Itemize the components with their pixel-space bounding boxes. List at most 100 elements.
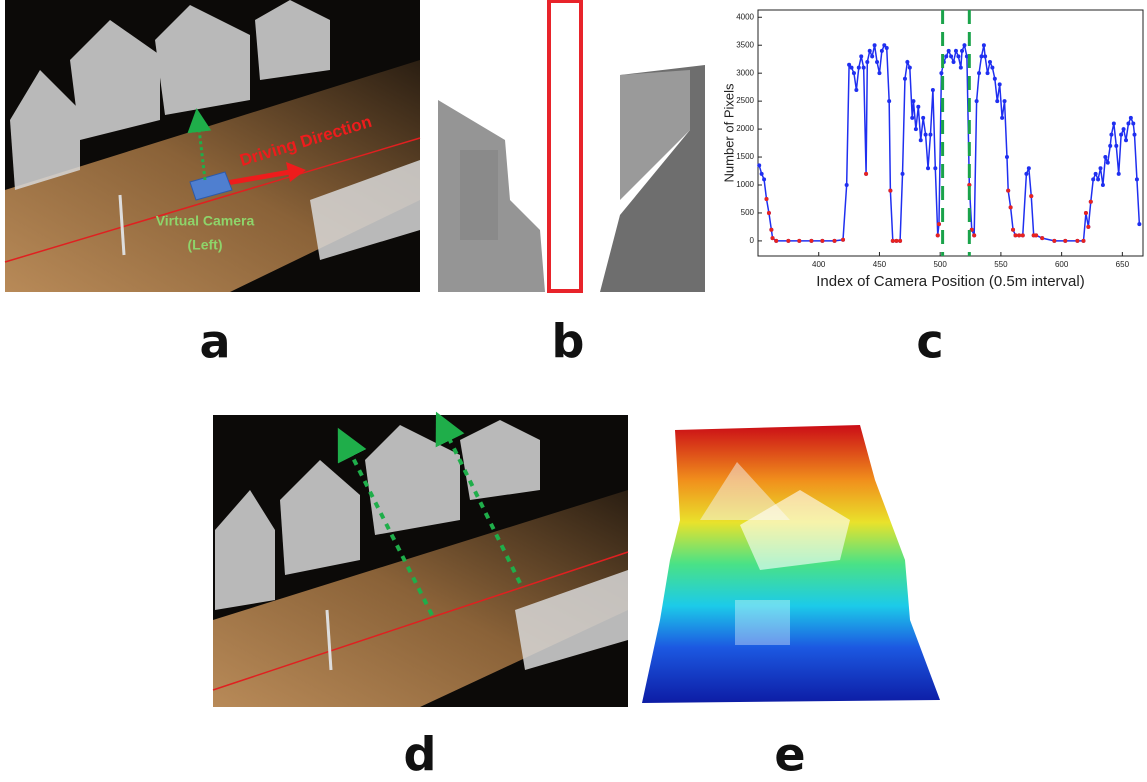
data-point [1089, 200, 1093, 204]
data-point [859, 54, 863, 58]
data-point [916, 105, 920, 109]
data-point [905, 60, 909, 64]
data-point [1034, 233, 1038, 237]
data-point [1040, 236, 1044, 240]
data-point [757, 163, 761, 167]
data-point [1063, 239, 1067, 243]
x-tick-label: 600 [1055, 260, 1069, 269]
figure: Driving Direction Virtual Camera (Left) [0, 0, 1147, 782]
data-point [852, 71, 856, 75]
x-tick-label: 550 [994, 260, 1008, 269]
data-point [990, 66, 994, 70]
panel-e [642, 425, 940, 703]
annotation: (Left) [188, 237, 223, 253]
data-point [977, 71, 981, 75]
data-point [809, 239, 813, 243]
data-point [765, 197, 769, 201]
panel-label: b [552, 315, 585, 369]
data-point [1027, 166, 1031, 170]
data-point [1009, 205, 1013, 209]
data-point [894, 239, 898, 243]
panel-a: Driving Direction Virtual Camera (Left) [5, 0, 420, 292]
y-tick-label: 3500 [736, 40, 754, 49]
data-point [797, 239, 801, 243]
data-point [998, 82, 1002, 86]
data-point [911, 99, 915, 103]
data-point [1075, 239, 1079, 243]
data-point [1024, 172, 1028, 176]
data-point [910, 116, 914, 120]
data-point [891, 239, 895, 243]
data-point [960, 49, 964, 53]
data-point [924, 133, 928, 137]
annotation: Virtual Camera [156, 213, 255, 229]
data-point [898, 239, 902, 243]
data-point [1021, 233, 1025, 237]
data-point [833, 239, 837, 243]
data-point [762, 177, 766, 181]
x-axis-label: Index of Camera Position (0.5m interval) [816, 273, 1084, 290]
data-point [1091, 177, 1095, 181]
y-axis-label: Number of Pixels [721, 83, 736, 182]
data-point [1103, 155, 1107, 159]
data-point [1132, 133, 1136, 137]
data-point [993, 77, 997, 81]
data-point [956, 54, 960, 58]
data-point [845, 183, 849, 187]
data-point [1086, 225, 1090, 229]
data-point [954, 49, 958, 53]
data-point [1106, 161, 1110, 165]
data-point [986, 71, 990, 75]
data-point [767, 211, 771, 215]
data-point [888, 189, 892, 193]
y-tick-label: 2000 [736, 124, 754, 133]
data-point [1117, 172, 1121, 176]
data-point [868, 49, 872, 53]
data-point [1003, 99, 1007, 103]
panel-label: a [199, 315, 230, 369]
data-point [774, 239, 778, 243]
data-point [931, 88, 935, 92]
y-tick-label: 4000 [736, 12, 754, 21]
data-point [1114, 144, 1118, 148]
data-point [962, 43, 966, 47]
data-point [1135, 177, 1139, 181]
data-point [1052, 239, 1056, 243]
y-tick-label: 2500 [736, 96, 754, 105]
panel-label: c [916, 315, 943, 369]
data-point [933, 166, 937, 170]
data-point [887, 99, 891, 103]
data-point [1129, 116, 1133, 120]
data-point [1011, 228, 1015, 232]
data-point [880, 49, 884, 53]
data-point [1006, 189, 1010, 193]
x-tick-label: 450 [873, 260, 887, 269]
x-tick-label: 500 [933, 260, 947, 269]
x-tick-label: 650 [1116, 260, 1130, 269]
y-tick-label: 1500 [736, 152, 754, 161]
data-point [908, 66, 912, 70]
data-point [901, 172, 905, 176]
data-point [947, 49, 951, 53]
data-point [1005, 155, 1009, 159]
data-point [865, 60, 869, 64]
data-point [921, 116, 925, 120]
data-point [1098, 166, 1102, 170]
data-point [862, 66, 866, 70]
data-point [885, 46, 889, 50]
data-point [1094, 172, 1098, 176]
data-point [919, 138, 923, 142]
data-point [1122, 127, 1126, 131]
data-point [873, 43, 877, 47]
data-point [1029, 194, 1033, 198]
data-point [850, 66, 854, 70]
data-point [820, 239, 824, 243]
data-point [1112, 121, 1116, 125]
data-point [864, 172, 868, 176]
panel-label: e [774, 728, 805, 782]
data-point [875, 60, 879, 64]
data-point [979, 54, 983, 58]
data-point [1108, 144, 1112, 148]
data-point [936, 233, 940, 237]
